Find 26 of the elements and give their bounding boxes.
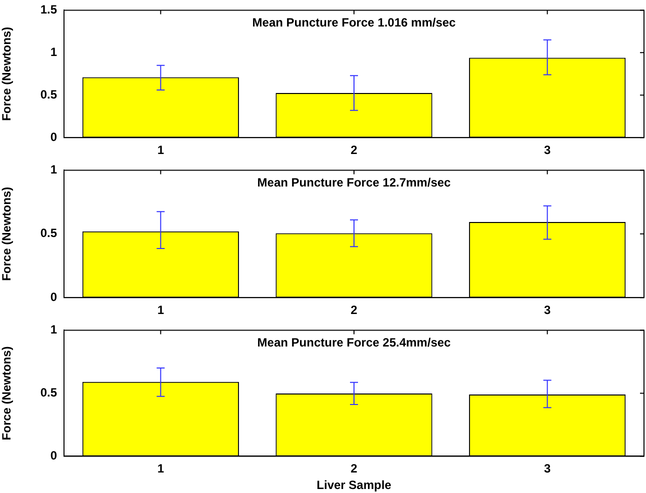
text: Mean Puncture Force 12.7mm/sec xyxy=(257,176,452,190)
x-tick-label: 2 xyxy=(350,462,358,476)
x-tick-label: 1 xyxy=(157,462,164,476)
x-axis-title: Liver Sample xyxy=(316,478,392,492)
y-tick-label: 1 xyxy=(50,322,58,337)
y-tick-label: 0 xyxy=(50,290,58,304)
y-tick-label: 1 xyxy=(50,44,58,59)
text: Mean Puncture Force 1.016 mm/sec xyxy=(252,16,456,30)
y-tick-label: 0.5 xyxy=(40,226,58,240)
y-tick-label: 0 xyxy=(50,130,58,144)
x-tick-label: 3 xyxy=(544,462,551,476)
y-tick-label: 0.5 xyxy=(40,386,58,400)
x-tick-label: 3 xyxy=(544,143,551,158)
y-axis-title: Force (Newtons) xyxy=(0,186,14,281)
x-tick-label: 1 xyxy=(157,143,164,158)
y-axis-title: Force (Newtons) xyxy=(0,346,14,440)
x-tick-label: 1 xyxy=(157,303,164,318)
y-tick-label: 0 xyxy=(50,448,58,463)
y-tick-label: 1 xyxy=(50,162,58,177)
y-axis-title: Force (Newtons) xyxy=(0,26,14,121)
x-tick-label: 3 xyxy=(544,303,551,318)
x-tick-label: 2 xyxy=(350,143,358,158)
y-tick-label: 0.5 xyxy=(40,87,58,102)
y-tick-label: 1.5 xyxy=(40,2,58,17)
text: Mean Puncture Force 25.4mm/sec xyxy=(257,336,452,350)
x-tick-label: 2 xyxy=(350,303,358,318)
